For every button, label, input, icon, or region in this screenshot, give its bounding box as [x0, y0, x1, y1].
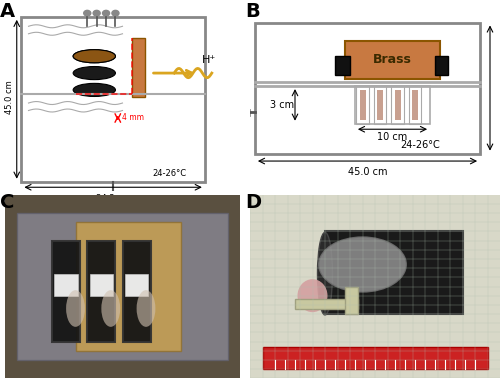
- Bar: [394, 90, 401, 120]
- Ellipse shape: [73, 83, 116, 97]
- Bar: [345, 286, 358, 314]
- Bar: [374, 86, 386, 124]
- Circle shape: [102, 10, 110, 16]
- Bar: [90, 274, 113, 296]
- Ellipse shape: [73, 50, 116, 63]
- Text: C: C: [0, 193, 14, 212]
- Bar: [255, 23, 480, 154]
- Ellipse shape: [66, 290, 85, 327]
- Text: 45.0 cm: 45.0 cm: [348, 167, 387, 177]
- Bar: [122, 241, 150, 342]
- Bar: [88, 241, 116, 342]
- Text: B: B: [245, 2, 260, 21]
- Bar: [325, 231, 462, 314]
- Bar: [52, 241, 80, 342]
- Text: A: A: [0, 2, 16, 21]
- Bar: [106, 195, 120, 199]
- Bar: [356, 86, 369, 124]
- Ellipse shape: [73, 66, 116, 79]
- Text: 24-26°C: 24-26°C: [400, 140, 440, 150]
- Bar: [240, 108, 250, 116]
- Ellipse shape: [318, 232, 332, 315]
- Ellipse shape: [102, 290, 120, 327]
- Circle shape: [93, 10, 100, 16]
- Bar: [409, 86, 421, 124]
- Circle shape: [112, 10, 119, 16]
- Text: D: D: [245, 193, 261, 212]
- Text: H⁺: H⁺: [202, 55, 216, 65]
- Bar: [335, 56, 350, 75]
- Bar: [377, 90, 384, 120]
- Text: 34.3 cm: 34.3 cm: [96, 194, 130, 203]
- Bar: [360, 90, 366, 120]
- Bar: [54, 274, 78, 296]
- Text: 24-26°C: 24-26°C: [152, 169, 186, 178]
- Circle shape: [84, 10, 91, 16]
- Bar: [435, 56, 448, 75]
- Bar: [17, 213, 228, 360]
- Text: Brass: Brass: [373, 53, 412, 66]
- Bar: [391, 86, 404, 124]
- Bar: [22, 17, 205, 181]
- Text: 10 cm: 10 cm: [378, 132, 408, 142]
- Bar: [345, 41, 440, 79]
- Ellipse shape: [319, 237, 406, 292]
- Bar: [125, 274, 148, 296]
- Text: 3 cm: 3 cm: [270, 100, 294, 110]
- Ellipse shape: [73, 50, 116, 63]
- Bar: [262, 347, 488, 369]
- Bar: [355, 86, 430, 124]
- Bar: [132, 37, 145, 97]
- Ellipse shape: [136, 290, 156, 327]
- Bar: [295, 299, 358, 309]
- Text: 4 mm: 4 mm: [122, 113, 144, 123]
- Bar: [412, 90, 418, 120]
- Ellipse shape: [298, 279, 328, 312]
- Text: 45.0 cm: 45.0 cm: [5, 81, 14, 114]
- Bar: [76, 222, 181, 351]
